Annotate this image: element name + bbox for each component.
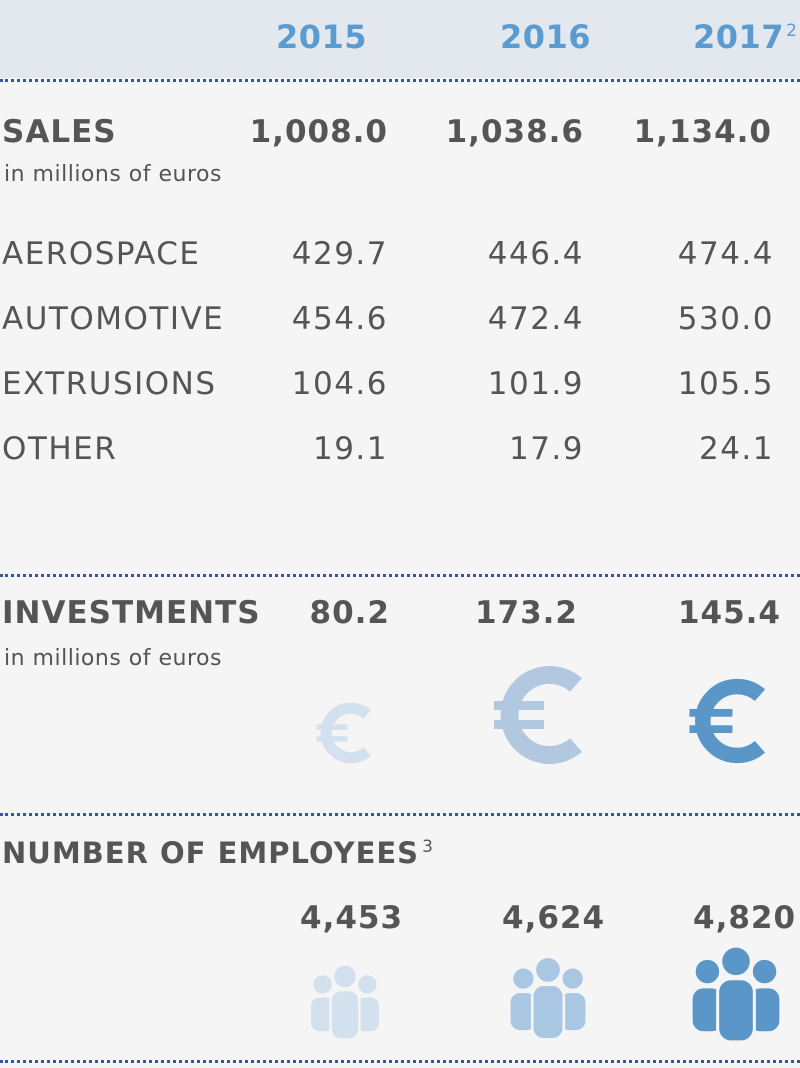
- row-value: 19.1: [312, 431, 388, 467]
- investments-subtitle: in millions of euros: [4, 646, 222, 671]
- row-value: 472.4: [487, 301, 584, 337]
- divider: [0, 813, 800, 816]
- row-value: 17.9: [508, 431, 584, 467]
- investments-title: INVESTMENTS: [2, 595, 261, 631]
- employees-2017: 4,820: [693, 900, 797, 936]
- investment-2017: 145.4: [677, 595, 781, 631]
- sales-total-2017: 1,134.0: [633, 114, 772, 150]
- divider: [0, 79, 800, 82]
- footnote-marker: 3: [422, 837, 434, 858]
- row-value: 530.0: [677, 301, 774, 337]
- divider: [0, 1060, 800, 1063]
- year-2017: 2017 2: [693, 18, 798, 56]
- sales-total-2015: 1,008.0: [249, 114, 388, 150]
- row-value: 446.4: [487, 236, 584, 272]
- employees-title: NUMBER OF EMPLOYEES 3: [2, 836, 434, 870]
- row-value: 105.5: [677, 366, 774, 402]
- euro-icon: [494, 666, 582, 764]
- people-group-icon: [689, 944, 783, 1044]
- investment-2015: 80.2: [309, 595, 390, 631]
- euro-icon: [689, 678, 766, 764]
- row-value: 24.1: [698, 431, 774, 467]
- euro-icon: [316, 702, 372, 764]
- row-value: 454.6: [291, 301, 388, 337]
- investment-2016: 173.2: [474, 595, 578, 631]
- row-label-aerospace: AEROSPACE: [2, 236, 201, 272]
- sales-title: SALES: [2, 114, 117, 150]
- sales-total-2016: 1,038.6: [445, 114, 584, 150]
- people-group-icon: [507, 955, 589, 1041]
- people-group-icon: [308, 963, 382, 1041]
- year-2015: 2015: [276, 18, 368, 56]
- year-2016: 2016: [500, 18, 592, 56]
- row-value: 104.6: [291, 366, 388, 402]
- row-label-extrusions: EXTRUSIONS: [2, 366, 217, 402]
- year-header: 2015 2016 2017 2: [0, 0, 800, 78]
- row-value: 474.4: [677, 236, 774, 272]
- employees-2015: 4,453: [300, 900, 404, 936]
- row-value: 101.9: [487, 366, 584, 402]
- row-label-other: OTHER: [2, 431, 118, 467]
- footnote-marker: 2: [786, 21, 798, 42]
- divider: [0, 574, 800, 577]
- row-value: 429.7: [291, 236, 388, 272]
- employees-2016: 4,624: [502, 900, 606, 936]
- sales-subtitle: in millions of euros: [4, 162, 222, 187]
- row-label-automotive: AUTOMOTIVE: [2, 301, 225, 337]
